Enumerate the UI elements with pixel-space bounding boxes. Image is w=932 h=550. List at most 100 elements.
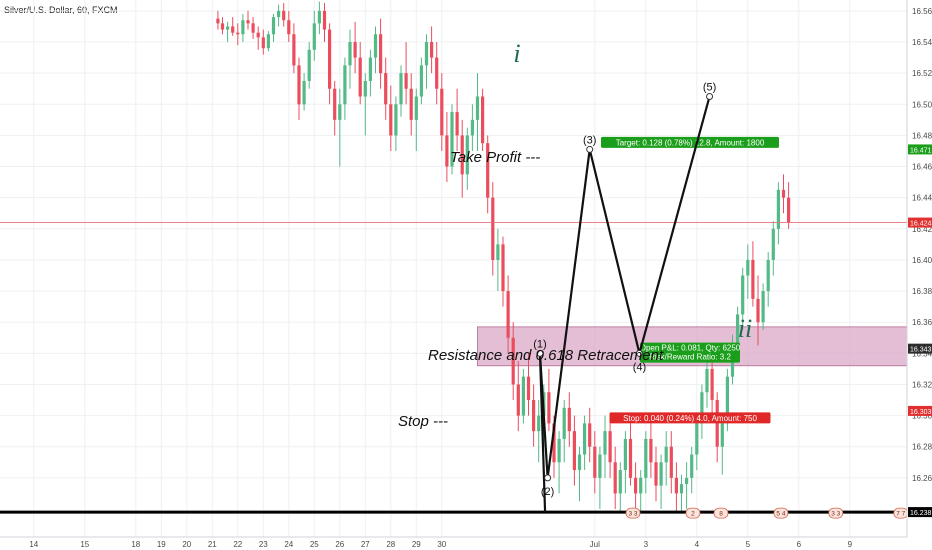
- candle-body: [634, 477, 638, 494]
- wave-point[interactable]: [635, 349, 643, 357]
- candle: [532, 384, 536, 447]
- time-axis-bg: [0, 537, 932, 550]
- price-tag[interactable]: 16.343: [908, 343, 932, 354]
- candle: [216, 10, 220, 30]
- time-tick-label: 19: [157, 540, 166, 549]
- event-marker[interactable]: 3 3: [625, 507, 641, 519]
- stop-label[interactable]: Stop: 0.040 (0.24%) 4.0, Amount: 750: [609, 412, 771, 424]
- event-marker[interactable]: 3 3: [828, 507, 844, 519]
- levels-layer: [0, 222, 907, 514]
- candle: [751, 241, 755, 307]
- event-marker[interactable]: 7 7: [893, 507, 909, 519]
- candle: [348, 29, 352, 89]
- price-tag[interactable]: 16.238: [908, 507, 932, 518]
- candle: [567, 392, 571, 447]
- price-tag-text: 16.238: [910, 510, 932, 517]
- candle: [317, 1, 321, 35]
- price-tick-label: 16.380: [912, 287, 932, 296]
- price-tick-label: 16.480: [912, 131, 932, 140]
- candle: [776, 182, 780, 245]
- price-tag[interactable]: 16.471: [908, 144, 932, 155]
- price-tick-label: 16.420: [912, 225, 932, 234]
- time-axis[interactable]: 14 15 18 19 20 21 22 23 24 25 26 27 28 29 30 Jul 3 4 5 6 9: [0, 536, 932, 550]
- candle: [440, 73, 444, 151]
- candle-body: [251, 23, 255, 33]
- candle-body: [674, 477, 678, 494]
- candle-body: [644, 438, 648, 478]
- candle: [389, 85, 393, 151]
- candle-body: [389, 104, 393, 136]
- candle-body: [292, 34, 296, 66]
- candle: [475, 73, 480, 151]
- candle-body: [679, 484, 684, 494]
- candle: [588, 407, 592, 463]
- price-tag[interactable]: 16.424: [908, 217, 932, 228]
- candle-body: [328, 29, 332, 89]
- candle: [654, 446, 658, 502]
- candle-body: [567, 407, 571, 432]
- candle-body: [649, 438, 653, 463]
- time-tick-label: 6: [797, 540, 802, 549]
- candle: [608, 415, 612, 478]
- wave-point[interactable]: [586, 145, 594, 153]
- event-marker-bg: [685, 507, 701, 519]
- candle: [455, 88, 459, 151]
- candle-body: [583, 423, 587, 455]
- event-marker[interactable]: 8: [713, 507, 729, 519]
- position-layer[interactable]: Target: 0.128 (0.78%) 12.8, Amount: 1800…: [601, 136, 932, 424]
- wave-point[interactable]: [544, 474, 552, 482]
- price-tick-label: 16.520: [912, 69, 932, 78]
- event-marker-bg: [713, 507, 729, 519]
- candle-body: [430, 42, 434, 58]
- wave-point[interactable]: [706, 93, 714, 101]
- price-tick-label: 16.260: [912, 474, 932, 483]
- candle-body: [261, 37, 265, 49]
- candle-body: [654, 462, 658, 486]
- candle-body: [526, 376, 531, 401]
- candle-body: [353, 42, 357, 58]
- price-tag[interactable]: 16.303: [908, 405, 932, 416]
- price-tag-bg: [908, 217, 932, 228]
- price-tag-bg: [908, 144, 932, 155]
- candle: [598, 446, 602, 509]
- target-label[interactable]: Target: 0.128 (0.78%) 12.8, Amount: 1800: [601, 136, 779, 148]
- candle: [695, 415, 699, 471]
- candle-body: [435, 57, 439, 89]
- candle: [491, 182, 495, 276]
- wave-path[interactable]: [538, 96, 711, 513]
- candle-body: [307, 49, 311, 81]
- candle-body: [593, 446, 597, 478]
- time-tick-label: 20: [182, 540, 191, 549]
- candle: [562, 400, 566, 463]
- time-tick-label: Jul: [590, 540, 600, 549]
- candle-body: [302, 80, 306, 105]
- candle-body: [394, 104, 398, 136]
- candle-body: [787, 197, 791, 223]
- candle-body: [399, 73, 403, 105]
- candle-body: [659, 462, 663, 486]
- candle: [297, 57, 301, 120]
- candle: [746, 244, 750, 299]
- event-marker[interactable]: 5 4: [773, 507, 789, 519]
- event-marker[interactable]: 2: [685, 507, 701, 519]
- wave-point[interactable]: [536, 349, 544, 357]
- candle: [333, 80, 337, 136]
- candle-body: [562, 407, 566, 439]
- candle-body: [465, 135, 469, 175]
- candle: [368, 49, 372, 97]
- candle-body: [639, 477, 643, 494]
- wave-layer[interactable]: (1)(2)(3)(4)(5)iii: [513, 39, 752, 513]
- time-tick-label: 18: [131, 540, 140, 549]
- candle-body: [756, 298, 760, 323]
- candle-body: [414, 96, 418, 120]
- candle-body: [384, 73, 388, 105]
- candle: [277, 4, 281, 27]
- price-tick-label: 16.560: [912, 7, 932, 16]
- event-marker-bg: [625, 507, 641, 519]
- price-axis[interactable]: 16.560 16.540 16.520 16.500 16.480 16.460 16.4…: [906, 0, 932, 550]
- candle: [537, 400, 541, 463]
- time-tick-label: 26: [335, 540, 344, 549]
- candle-body: [486, 143, 490, 198]
